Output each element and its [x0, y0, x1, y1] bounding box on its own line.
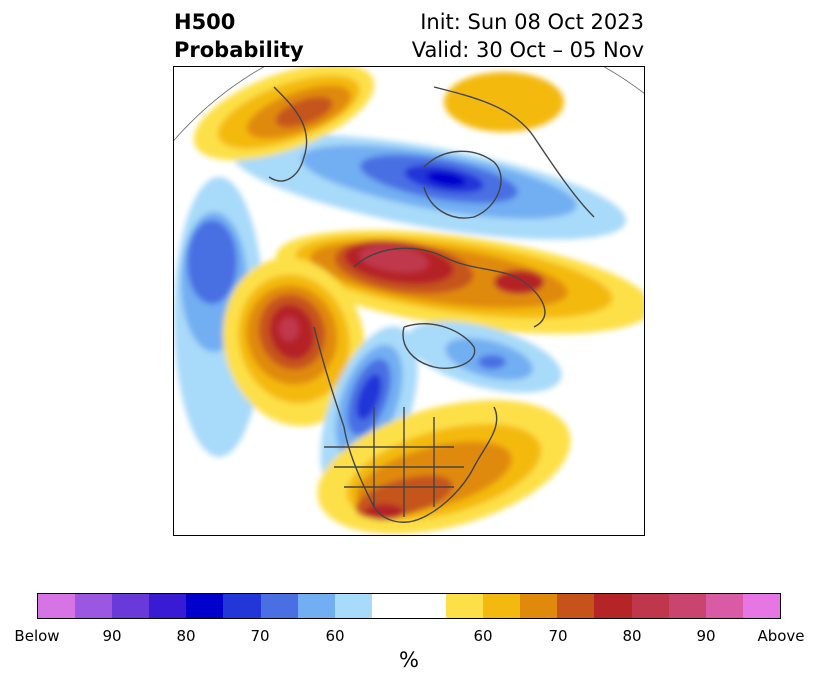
- probability-fill: [174, 67, 644, 535]
- colorbar-segment: [371, 594, 409, 618]
- title-init-date: Init: Sun 08 Oct 2023: [420, 10, 644, 34]
- colorbar-segment: [557, 594, 595, 618]
- colorbar-segment: [742, 594, 780, 618]
- probability-map: [173, 66, 645, 536]
- chart-title-left: H500 Probability: [174, 8, 304, 64]
- colorbar-segment: [446, 594, 484, 618]
- title-product: Probability: [174, 38, 304, 62]
- colorbar-segment: [483, 594, 521, 618]
- colorbar-segment: [705, 594, 743, 618]
- colorbar-tick: 80: [622, 627, 642, 645]
- colorbar-segment: [297, 594, 335, 618]
- colorbar-segment: [38, 594, 76, 618]
- map-canvas: [174, 67, 644, 535]
- colorbar-segment: [520, 594, 558, 618]
- colorbar-unit-label: %: [399, 648, 419, 672]
- colorbar-tick: 70: [250, 627, 270, 645]
- colorbar-segment: [631, 594, 669, 618]
- colorbar-segment: [149, 594, 187, 618]
- colorbar-tick: Above: [757, 627, 805, 645]
- chart-title-right: Init: Sun 08 Oct 2023 Valid: 30 Oct – 05…: [412, 8, 644, 64]
- probability-colorbar: [37, 593, 781, 619]
- colorbar-segment: [112, 594, 150, 618]
- colorbar-tick: 60: [473, 627, 493, 645]
- colorbar-segment: [668, 594, 706, 618]
- colorbar-tick: 90: [696, 627, 716, 645]
- colorbar-tick: 80: [176, 627, 196, 645]
- colorbar-tick: 90: [102, 627, 122, 645]
- colorbar-tick: Below: [14, 627, 60, 645]
- colorbar-tick: 70: [548, 627, 568, 645]
- colorbar-segment: [75, 594, 113, 618]
- colorbar-segment: [334, 594, 372, 618]
- title-valid-range: Valid: 30 Oct – 05 Nov: [411, 38, 644, 62]
- colorbar-segment: [594, 594, 632, 618]
- title-variable: H500: [174, 10, 236, 34]
- colorbar-segment: [223, 594, 261, 618]
- colorbar-tick: 60: [325, 627, 345, 645]
- coastlines: [268, 86, 595, 523]
- colorbar-segment: [408, 594, 447, 618]
- colorbar-segment: [260, 594, 298, 618]
- colorbar-segment: [186, 594, 224, 618]
